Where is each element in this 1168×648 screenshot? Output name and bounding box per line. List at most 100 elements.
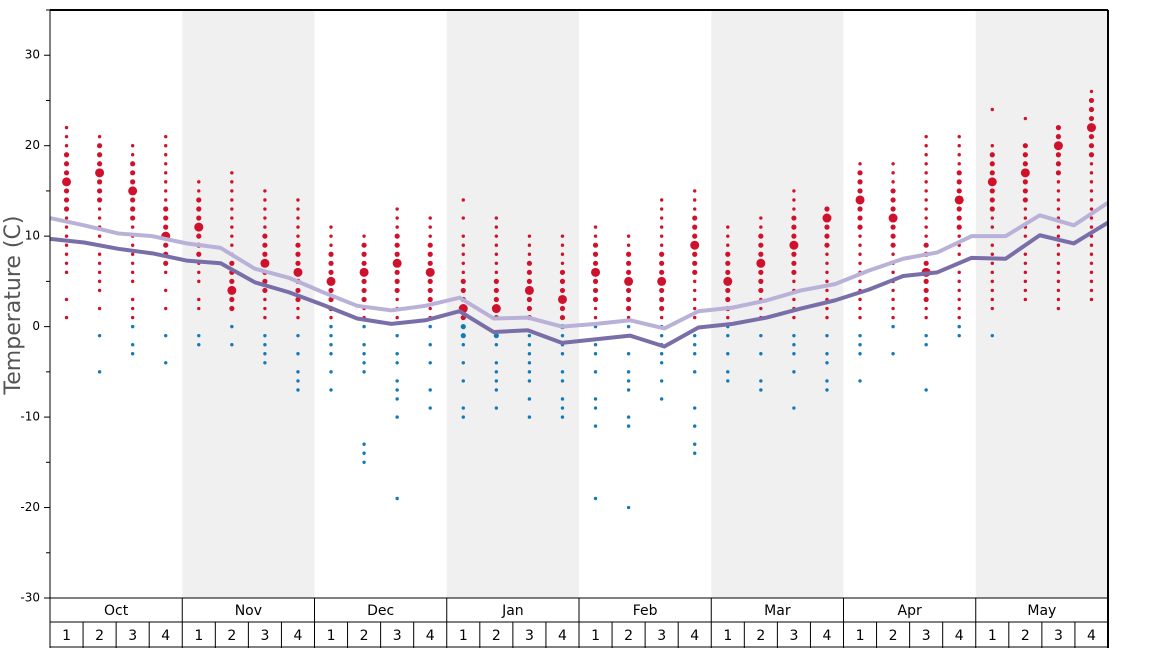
temperature-dot <box>97 216 102 220</box>
temperature-dot <box>395 496 399 501</box>
temperature-dot <box>1056 198 1061 202</box>
temperature-dot <box>626 415 631 419</box>
temperature-dot <box>527 397 532 401</box>
y-tick-label: -10 <box>20 410 40 424</box>
temperature-dot <box>164 288 168 293</box>
temperature-dot <box>461 406 465 410</box>
temperature-dot <box>659 379 664 383</box>
week-label: 2 <box>889 628 898 644</box>
temperature-dot <box>759 379 763 383</box>
week-label: 4 <box>955 628 964 644</box>
temperature-dot <box>1088 97 1095 104</box>
y-tick-label: 30 <box>25 48 40 62</box>
temperature-dot <box>63 206 70 212</box>
temperature-dot <box>693 370 697 374</box>
temperature-dot <box>957 324 961 329</box>
month-label: Apr <box>898 603 922 619</box>
temperature-dot <box>858 306 862 311</box>
temperature-dot <box>362 451 366 455</box>
temperature-dot <box>725 260 731 266</box>
peak-dot <box>359 267 369 277</box>
temperature-dot <box>164 306 168 311</box>
temperature-dot <box>990 297 994 302</box>
temperature-dot <box>593 225 598 229</box>
temperature-dot <box>230 324 234 329</box>
temperature-dot <box>692 233 698 239</box>
temperature-dot <box>659 243 664 247</box>
temperature-dot <box>197 333 201 338</box>
temperature-dot <box>1023 234 1028 238</box>
temperature-dot <box>394 269 400 275</box>
temperature-dot <box>957 297 961 302</box>
temperature-dot <box>163 224 169 230</box>
temperature-dot <box>726 243 730 247</box>
temperature-dot <box>362 460 366 465</box>
month-label: Nov <box>235 603 262 619</box>
temperature-dot <box>361 287 367 294</box>
temperature-dot <box>560 415 565 419</box>
temperature-dot <box>891 306 895 311</box>
temperature-dot <box>857 188 863 194</box>
month-label: Feb <box>633 603 658 619</box>
temperature-dot <box>693 442 697 446</box>
week-label: 4 <box>823 628 832 644</box>
temperature-dot <box>229 260 235 266</box>
temperature-dot <box>825 288 829 293</box>
temperature-dot <box>693 198 697 202</box>
temperature-dot <box>725 251 731 257</box>
temperature-dot <box>230 234 234 238</box>
temperature-dot <box>990 216 994 220</box>
temperature-dot <box>890 224 896 230</box>
week-label: 1 <box>856 628 865 644</box>
week-label: 2 <box>624 628 633 644</box>
temperature-dot <box>858 379 862 383</box>
temperature-dot <box>64 297 69 302</box>
temperature-dot <box>163 260 169 266</box>
peak-dot <box>756 258 766 268</box>
temperature-dot <box>891 324 895 329</box>
temperature-dot <box>559 314 566 321</box>
week-label: 2 <box>1021 628 1030 644</box>
week-label: 3 <box>657 628 666 644</box>
temperature-dot <box>924 333 928 338</box>
temperature-dot <box>262 233 268 239</box>
temperature-dot <box>329 388 333 392</box>
temperature-dot <box>96 179 103 185</box>
temperature-dot <box>296 352 300 356</box>
temperature-dot <box>395 415 399 419</box>
temperature-dot <box>891 297 895 302</box>
week-label: 1 <box>723 628 732 644</box>
temperature-dot <box>163 206 169 212</box>
peak-dot <box>987 177 997 187</box>
temperature-dot <box>659 287 665 294</box>
temperature-dot <box>96 197 103 203</box>
temperature-dot <box>395 379 399 383</box>
temperature-dot <box>361 251 367 257</box>
temperature-dot <box>197 306 201 311</box>
temperature-dot <box>230 198 234 202</box>
week-label: 1 <box>327 628 336 644</box>
peak-dot <box>822 213 832 223</box>
month-label: Dec <box>367 603 394 619</box>
temperature-dot <box>956 179 962 185</box>
temperature-dot <box>97 207 102 211</box>
temperature-dot <box>329 315 333 320</box>
temperature-dot <box>957 153 961 157</box>
temperature-dot <box>990 225 994 229</box>
temperature-dot <box>593 315 598 320</box>
temperature-dot <box>924 134 928 139</box>
temperature-dot <box>825 333 829 338</box>
temperature-dot <box>527 243 532 247</box>
temperature-dot <box>230 189 234 193</box>
temperature-dot <box>825 306 829 311</box>
week-label: 4 <box>558 628 567 644</box>
peak-dot <box>1086 123 1096 133</box>
week-label: 1 <box>62 628 71 644</box>
temperature-dot <box>263 352 267 356</box>
temperature-dot <box>890 233 896 239</box>
temperature-dot <box>593 343 598 347</box>
temperature-dot <box>361 242 367 248</box>
temperature-dot <box>394 233 400 239</box>
temperature-dot <box>527 343 532 347</box>
temperature-dot <box>659 260 665 266</box>
